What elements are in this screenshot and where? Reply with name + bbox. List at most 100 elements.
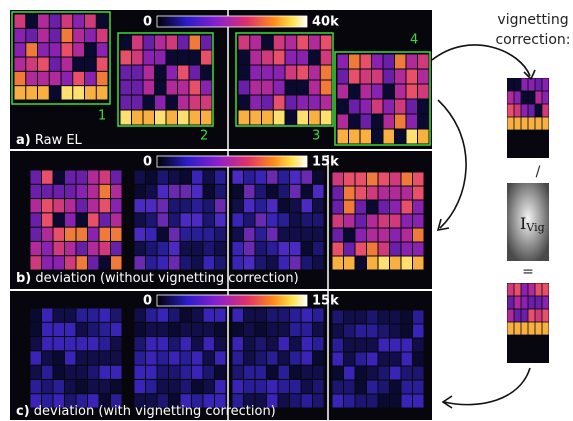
cell (302, 380, 313, 393)
cell (256, 242, 267, 255)
cell (88, 185, 99, 198)
cell (158, 351, 169, 364)
cell (279, 323, 290, 336)
cell (338, 70, 349, 84)
cell (413, 215, 424, 228)
cell (192, 256, 203, 269)
cell (233, 323, 244, 336)
cell (344, 243, 355, 256)
cell (167, 51, 178, 65)
cell (333, 311, 344, 324)
cell (158, 380, 169, 393)
cell (402, 243, 413, 256)
cell (286, 36, 297, 50)
cell (62, 72, 73, 85)
cell (204, 380, 215, 393)
cell (167, 111, 178, 125)
cell (290, 309, 301, 322)
cell (65, 242, 76, 255)
cell (297, 51, 308, 65)
cell (267, 256, 278, 269)
cell (367, 311, 378, 324)
cell (155, 81, 166, 95)
cell (390, 215, 401, 228)
cell (302, 213, 313, 226)
cell (88, 337, 99, 350)
cell (121, 51, 132, 65)
equals-sign: = (522, 264, 534, 280)
cell (100, 366, 111, 379)
panel-label: b) deviation (without vignetting correct… (16, 271, 299, 286)
cell (15, 29, 26, 42)
cell (286, 81, 297, 95)
cell (413, 243, 424, 256)
cell (190, 111, 201, 125)
cell (313, 256, 324, 269)
cell (144, 81, 155, 95)
cell (528, 283, 534, 295)
cell (88, 323, 99, 336)
cell (407, 115, 418, 129)
cell (77, 323, 88, 336)
cell (372, 115, 383, 129)
cell (256, 366, 267, 379)
cell (379, 325, 390, 338)
cell (192, 337, 203, 350)
cell (279, 228, 290, 241)
cell (302, 228, 313, 241)
cell (321, 111, 332, 125)
cell (42, 323, 53, 336)
cell (42, 171, 53, 184)
cell (26, 86, 37, 99)
cell (528, 309, 534, 321)
cell (402, 201, 413, 214)
cell (321, 96, 332, 110)
cell (178, 66, 189, 80)
cell (85, 15, 96, 28)
cell (233, 366, 244, 379)
cell (297, 81, 308, 95)
cell (309, 36, 320, 50)
colorbar-max-label: 15k (312, 155, 339, 170)
cell (344, 173, 355, 186)
cell (31, 185, 42, 198)
cell (31, 323, 42, 336)
colorbar-max-label: 40k (312, 15, 339, 30)
cell (279, 213, 290, 226)
cell (42, 228, 53, 241)
cell (215, 380, 226, 393)
cell (169, 351, 180, 364)
cell (88, 199, 99, 212)
cell (535, 78, 541, 90)
cell (390, 367, 401, 380)
cell (88, 171, 99, 184)
divide-sign: / (536, 164, 541, 180)
cell (31, 213, 42, 226)
cell (85, 58, 96, 71)
cell (97, 58, 108, 71)
cell (31, 309, 42, 322)
cell (390, 395, 401, 408)
cell (158, 366, 169, 379)
cell (279, 256, 290, 269)
cell (309, 96, 320, 110)
cell (135, 199, 146, 212)
cell (65, 323, 76, 336)
cell (507, 296, 513, 308)
cell (192, 185, 203, 198)
cell (256, 323, 267, 336)
cell (250, 81, 261, 95)
cell (181, 228, 192, 241)
cell (279, 337, 290, 350)
cell (535, 104, 541, 116)
cell (250, 51, 261, 65)
cell (42, 242, 53, 255)
cell (290, 171, 301, 184)
cell (384, 115, 395, 129)
cell (158, 242, 169, 255)
cell (333, 381, 344, 394)
cell (361, 115, 372, 129)
cell (77, 199, 88, 212)
cell (267, 171, 278, 184)
cell (413, 381, 424, 394)
